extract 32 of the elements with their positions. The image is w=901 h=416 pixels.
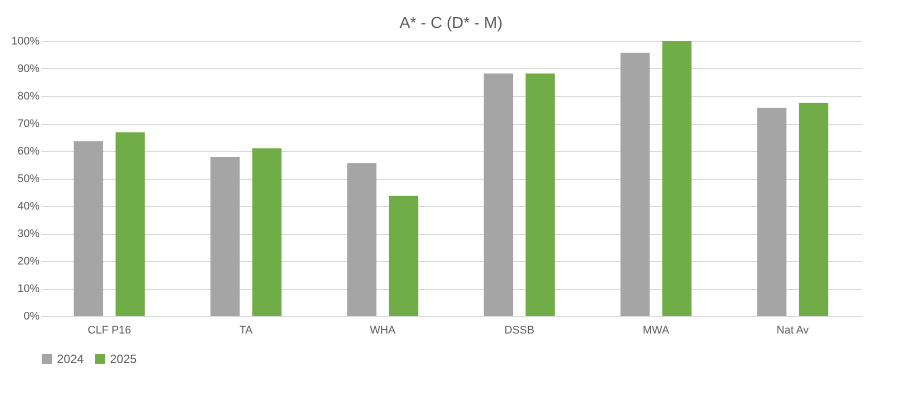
x-tick-label: WHA bbox=[370, 324, 396, 336]
bar bbox=[526, 73, 555, 316]
x-tick-label: DSSB bbox=[504, 324, 534, 336]
y-tick-label: 40% bbox=[17, 200, 40, 212]
bar bbox=[116, 132, 145, 316]
bar bbox=[620, 52, 650, 316]
bar bbox=[388, 196, 418, 316]
y-tick-label: 70% bbox=[17, 118, 40, 130]
bar bbox=[757, 108, 786, 316]
x-tick-label: TA bbox=[239, 324, 254, 336]
bar bbox=[252, 148, 282, 316]
y-tick-label: 90% bbox=[17, 63, 40, 75]
y-tick-label: 100% bbox=[11, 36, 40, 48]
x-tick-label: CLF P16 bbox=[88, 324, 132, 336]
bar bbox=[662, 41, 692, 316]
legend-label: 2024 bbox=[57, 352, 84, 366]
y-tick-label: 20% bbox=[17, 256, 40, 268]
x-tick-label: MWA bbox=[642, 324, 670, 336]
bar bbox=[210, 157, 240, 316]
y-tick-label: 30% bbox=[17, 228, 40, 240]
legend-label: 2025 bbox=[110, 352, 138, 366]
y-tick-label: 10% bbox=[17, 283, 40, 295]
bar bbox=[74, 141, 104, 316]
bar bbox=[484, 73, 514, 316]
x-tick-label: Nat Av bbox=[776, 324, 810, 336]
chart-title: A* - C (D* - M) bbox=[399, 15, 503, 32]
y-tick-label: 50% bbox=[17, 173, 40, 185]
y-tick-label: 60% bbox=[17, 146, 40, 158]
y-tick-label: 80% bbox=[17, 90, 40, 102]
y-tick-label: 0% bbox=[24, 310, 40, 322]
bar bbox=[347, 163, 376, 316]
bar bbox=[798, 102, 828, 316]
